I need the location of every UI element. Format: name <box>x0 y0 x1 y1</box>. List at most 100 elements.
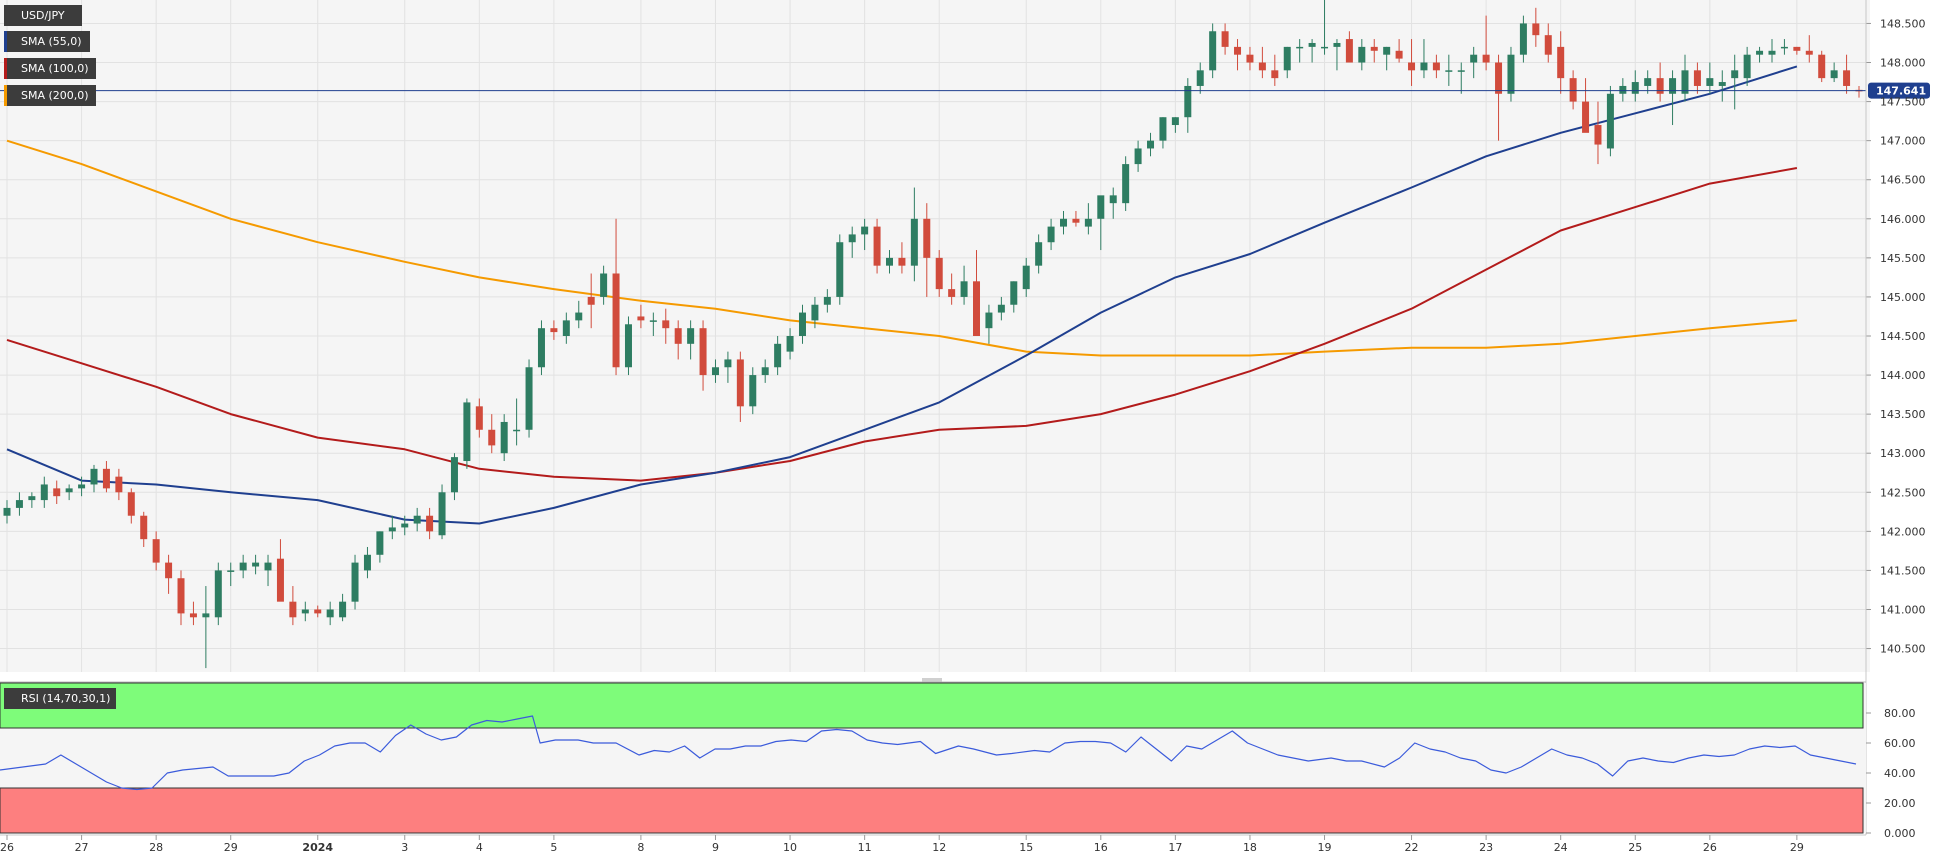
candle <box>1022 257 1030 297</box>
candle <box>289 586 297 626</box>
candle <box>1246 46 1254 71</box>
x-tick-label: 8 <box>637 841 644 854</box>
candle <box>1768 39 1776 63</box>
y-tick-label: 141.000 <box>1880 603 1926 616</box>
candle-body <box>1395 50 1403 59</box>
legend-rsi[interactable]: RSI (14,70,30,1) <box>4 688 116 709</box>
x-tick-label: 19 <box>1318 841 1332 854</box>
candle-body <box>674 328 682 344</box>
x-tick-label: 17 <box>1168 841 1182 854</box>
candle <box>1519 15 1527 63</box>
candle <box>1805 35 1813 63</box>
candle <box>811 296 819 329</box>
candle-body <box>1718 82 1726 86</box>
candle <box>699 320 707 391</box>
y-tick-label: 140.500 <box>1880 643 1926 656</box>
candle-body <box>165 562 173 579</box>
y-tick-label: 147.000 <box>1880 135 1926 148</box>
legend-sma55[interactable]: SMA (55,0) <box>4 31 90 52</box>
candle <box>1234 39 1242 71</box>
candle <box>65 484 73 501</box>
candle-body <box>1308 42 1316 47</box>
candle <box>1495 54 1503 141</box>
candle <box>1196 62 1204 94</box>
candle-body <box>1644 78 1652 86</box>
candle <box>1470 46 1478 79</box>
candle-body <box>1482 54 1490 63</box>
candle <box>1631 70 1639 102</box>
candle <box>1557 31 1565 94</box>
candle-body <box>1843 70 1851 86</box>
candle-body <box>314 609 322 614</box>
candle-body <box>1631 82 1639 94</box>
candle-body <box>1271 70 1279 79</box>
candle-body <box>1383 46 1391 55</box>
pane-resize-handle[interactable] <box>922 678 942 683</box>
candle-body <box>985 312 993 329</box>
candle <box>202 586 210 669</box>
candle <box>1793 46 1801 55</box>
candle-body <box>1569 78 1577 102</box>
candle-body <box>363 554 371 571</box>
candle-body <box>873 226 881 266</box>
candle-body <box>761 367 769 376</box>
candle-body <box>587 296 595 305</box>
candle <box>1743 46 1751 86</box>
candle-body <box>1706 78 1714 86</box>
candle <box>1321 0 1329 55</box>
candle-body <box>612 273 620 368</box>
x-tick-label: 24 <box>1554 841 1568 854</box>
candle-body <box>1656 78 1664 94</box>
candle <box>1159 117 1167 149</box>
candle <box>1010 281 1018 313</box>
candle-body <box>1445 70 1453 72</box>
x-tick-label: 22 <box>1405 841 1419 854</box>
candle <box>674 320 682 360</box>
candle-body <box>15 500 23 508</box>
candle <box>78 476 86 497</box>
candle <box>1681 54 1689 102</box>
candle <box>612 218 620 376</box>
candle-body <box>1171 117 1179 126</box>
candle <box>1432 54 1440 79</box>
candle <box>873 218 881 274</box>
candle <box>1818 50 1826 83</box>
candle-body <box>699 328 707 376</box>
candle <box>1283 46 1291 79</box>
candle <box>214 562 222 626</box>
legend-sma200-label: SMA (200,0) <box>21 89 89 102</box>
candle-body <box>935 257 943 290</box>
candle-body <box>1432 62 1440 71</box>
candle <box>948 273 956 305</box>
candle <box>1271 54 1279 86</box>
legend-symbol[interactable]: USD/JPY <box>4 5 82 26</box>
candle <box>115 468 123 501</box>
candle <box>102 461 110 493</box>
date-axis-ticks: 26 27 28 29 2024 3 4 5 8 9 10 11 12 15 16 17 18 19 22 23 24 2… <box>0 834 1866 854</box>
candle <box>923 203 931 297</box>
candle-body <box>1333 42 1341 47</box>
candle <box>1569 70 1577 110</box>
candle-body <box>450 457 458 493</box>
candle-body <box>1122 164 1130 204</box>
candle-body <box>28 496 36 501</box>
legend-sma100[interactable]: SMA (100,0) <box>4 58 96 79</box>
candle-body <box>1507 54 1515 94</box>
candle <box>1060 210 1068 235</box>
candle <box>985 304 993 344</box>
x-tick-label: 29 <box>1790 841 1804 854</box>
y-tick-label: 148.500 <box>1880 17 1926 30</box>
candle <box>711 359 719 383</box>
candle-body <box>600 273 608 297</box>
candle <box>450 453 458 501</box>
legend-sma200[interactable]: SMA (200,0) <box>4 85 96 106</box>
candle-body <box>898 257 906 266</box>
candle-body <box>997 304 1005 313</box>
candle <box>463 398 471 469</box>
candle-body <box>1731 70 1739 79</box>
candle-body <box>1196 70 1204 86</box>
candle-body <box>1047 226 1055 243</box>
x-tick-label: 3 <box>401 841 408 854</box>
y-tick-label: 142.000 <box>1880 525 1926 538</box>
